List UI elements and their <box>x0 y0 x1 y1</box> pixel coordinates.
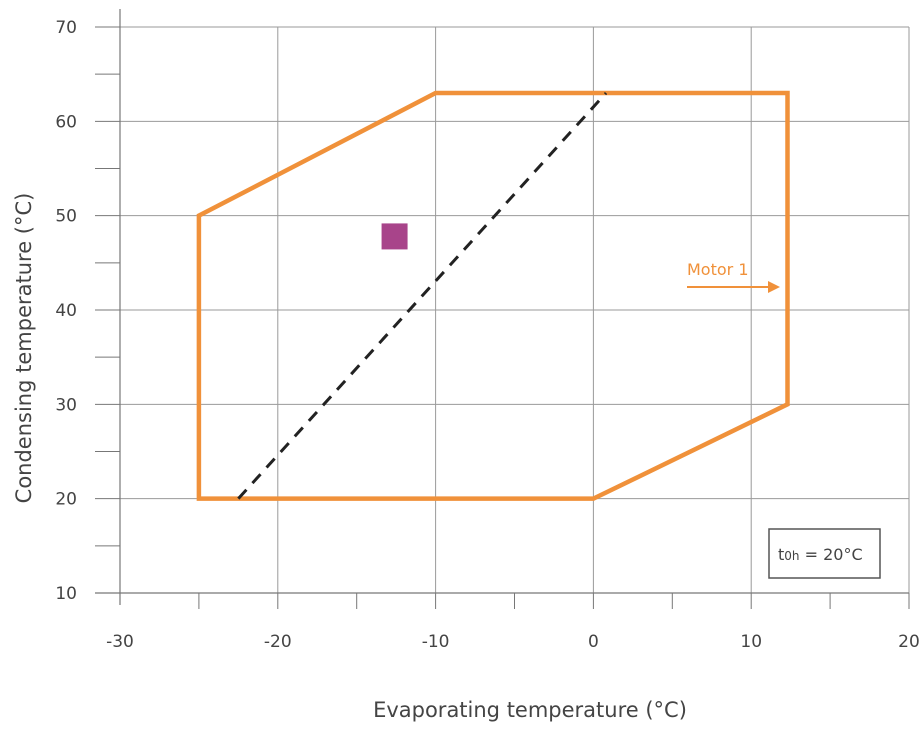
series <box>196 90 790 501</box>
motor-1-envelope <box>196 90 790 501</box>
markers <box>381 223 408 250</box>
condition-box: t0h = 20°C <box>768 528 881 579</box>
y-tick-label: 20 <box>55 490 77 510</box>
condition-label: t0h = 20°C <box>778 545 863 564</box>
x-tick-label: -20 <box>264 632 292 652</box>
motor-1-arrow <box>687 281 780 293</box>
operating-point-marker <box>381 223 408 250</box>
y-axis-title: Condensing temperature (°C) <box>12 193 36 504</box>
x-tick-label: -10 <box>422 632 450 652</box>
y-tick-label: 60 <box>55 112 77 132</box>
dashed-boundary-line <box>237 92 608 500</box>
y-tick-label: 40 <box>55 301 77 321</box>
y-tick-label: 10 <box>55 584 77 604</box>
condition-subscript: 0h <box>784 549 799 563</box>
y-tick-label: 70 <box>55 18 77 38</box>
condition-value: = 20°C <box>800 545 863 564</box>
x-axis-title: Evaporating temperature (°C) <box>373 698 687 722</box>
y-tick-label: 50 <box>55 207 77 227</box>
motor-1-label: Motor 1 <box>687 260 749 279</box>
x-tick-label: 0 <box>588 632 599 652</box>
x-tick-label: -30 <box>106 632 134 652</box>
condition-prefix: t <box>778 545 784 564</box>
x-tick-label: 10 <box>740 632 762 652</box>
x-tick-label: 20 <box>898 632 920 652</box>
grid <box>120 26 910 593</box>
y-tick-label: 30 <box>55 395 77 415</box>
axes <box>95 9 910 609</box>
tick-labels: -30 -20 -10 0 10 20 10 20 30 40 50 60 70 <box>55 18 919 652</box>
condition-box-frame <box>768 528 881 579</box>
